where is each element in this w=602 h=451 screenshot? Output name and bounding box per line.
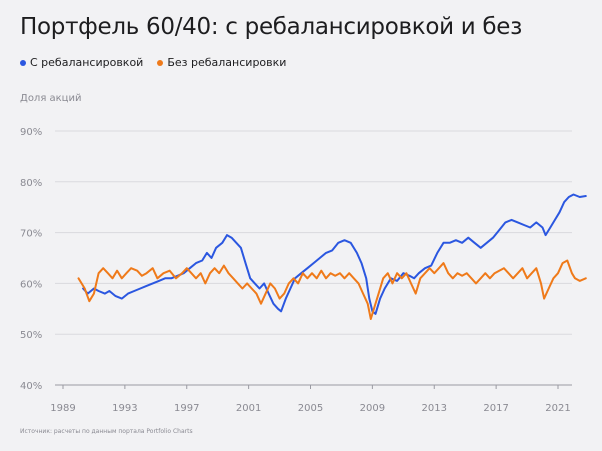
source-note: Источник: расчеты по данным портала Port… bbox=[20, 428, 193, 435]
series-line-rebalanced bbox=[82, 193, 587, 315]
x-tick-label: 1997 bbox=[174, 403, 199, 414]
x-tick-label: 2009 bbox=[360, 403, 385, 414]
y-tick-label: 60% bbox=[20, 279, 42, 290]
legend-label-rebalanced: С ребалансировкой bbox=[30, 56, 144, 69]
legend-item-no-rebalance: Без ребалансировки bbox=[157, 56, 286, 69]
y-tick-label: 70% bbox=[20, 229, 42, 240]
y-tick-label: 50% bbox=[20, 330, 42, 341]
x-tick-label: 2001 bbox=[236, 403, 261, 414]
legend-label-no-rebalance: Без ребалансировки bbox=[167, 56, 287, 69]
series-line-no-rebalance bbox=[77, 259, 587, 320]
chart-title: Портфель 60/40: с ребалансировкой и без bbox=[20, 14, 523, 40]
x-tick-label: 2021 bbox=[545, 403, 570, 414]
legend-item-rebalanced: С ребалансировкой bbox=[20, 56, 143, 69]
y-tick-label: 40% bbox=[20, 381, 42, 392]
x-tick-label: 2005 bbox=[298, 403, 323, 414]
legend-marker-no-rebalance bbox=[157, 59, 164, 66]
legend: С ребалансировкой Без ребалансировки bbox=[20, 56, 286, 69]
y-tick-label: 90% bbox=[20, 127, 42, 138]
x-tick-label: 1993 bbox=[112, 403, 137, 414]
x-tick-label: 1989 bbox=[50, 403, 75, 414]
y-axis-label: Доля акций bbox=[20, 93, 82, 104]
y-tick-label: 80% bbox=[20, 178, 42, 189]
x-tick-label: 2017 bbox=[483, 403, 508, 414]
legend-marker-rebalanced bbox=[20, 59, 26, 66]
x-tick-label: 2013 bbox=[422, 403, 447, 414]
